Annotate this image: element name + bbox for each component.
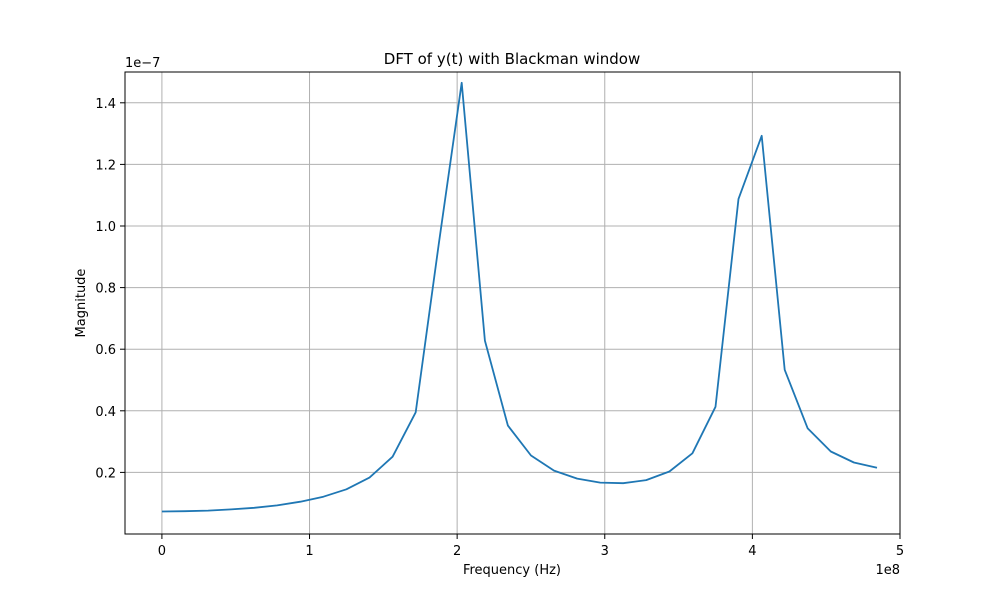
x-tick-label: 3 (601, 544, 609, 559)
axes-frame (124, 71, 901, 535)
y-tick-label: 0.6 (95, 343, 116, 358)
chart-title: DFT of y(t) with Blackman window (384, 50, 640, 68)
y-offset-text: 1e−7 (125, 56, 160, 71)
x-tick-label: 1 (305, 544, 313, 559)
x-tick-label: 5 (896, 544, 904, 559)
x-tick-label: 0 (158, 544, 166, 559)
grid (125, 72, 901, 534)
y-tick-label: 1.2 (95, 158, 116, 173)
plot-area (161, 81, 878, 513)
x-offset-text: 1e8 (875, 563, 900, 578)
y-tick-label: 0.4 (95, 405, 116, 420)
y-axis-label: Magnitude (74, 269, 89, 338)
magnitude-series-line (161, 81, 878, 513)
y-tick-label: 0.2 (95, 466, 116, 481)
x-tick-label: 4 (748, 544, 756, 559)
ticks: 0 1 2 3 4 5 0.2 0.4 0.6 0.8 1.0 1.2 1.4 (95, 97, 904, 559)
x-tick-label: 2 (453, 544, 461, 559)
x-axis-label: Frequency (Hz) (463, 563, 561, 578)
y-tick-label: 1.0 (95, 220, 116, 235)
y-tick-label: 0.8 (95, 282, 116, 297)
y-tick-label: 1.4 (95, 97, 116, 112)
